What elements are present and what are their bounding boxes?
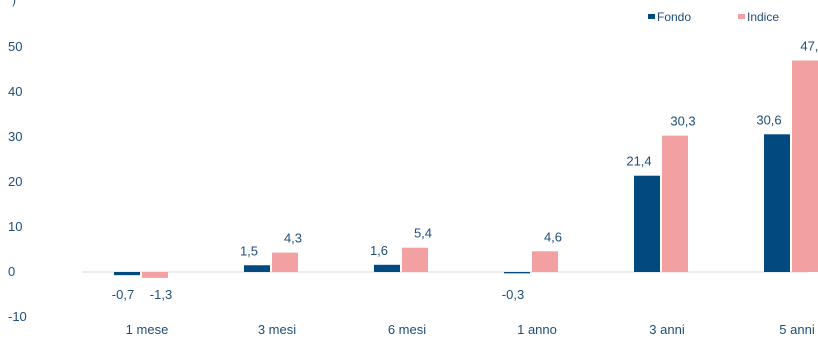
data-label-fondo: -0,3 xyxy=(502,287,524,302)
legend-label-fondo: Fondo xyxy=(657,10,691,24)
bar-fondo xyxy=(764,134,790,272)
data-label-fondo: -0,7 xyxy=(112,287,134,302)
y-tick-label: 0 xyxy=(8,264,15,279)
bar-fondo xyxy=(244,265,270,272)
bar-fondo xyxy=(374,264,400,272)
legend-swatch-indice xyxy=(738,14,745,19)
bar-fondo xyxy=(634,175,660,272)
y-tick-label: 20 xyxy=(8,174,22,189)
legend-swatch-fondo xyxy=(648,14,655,19)
x-tick-label: 6 mesi xyxy=(388,322,426,337)
y-axis: -10 0 10 20 30 40 50 xyxy=(8,39,27,324)
data-label-fondo: 30,6 xyxy=(756,112,781,127)
y-tick-label: 10 xyxy=(8,219,22,234)
y-tick-label: -10 xyxy=(8,309,27,324)
y-tick-label: 40 xyxy=(8,84,22,99)
data-label-indice: 30,3 xyxy=(670,114,695,129)
data-label-fondo: 21,4 xyxy=(626,154,651,169)
legend: Fondo Indice xyxy=(648,10,779,24)
x-tick-label: 1 mese xyxy=(126,322,169,337)
bar-indice xyxy=(662,135,688,272)
legend-label-indice: Indice xyxy=(747,10,779,24)
bar-indice xyxy=(532,251,558,272)
bar-fondo xyxy=(114,272,140,276)
x-tick-label: 3 mesi xyxy=(258,322,296,337)
x-tick-label: 1 anno xyxy=(517,322,557,337)
bar-indice xyxy=(142,272,168,278)
x-tick-label: 5 anni xyxy=(779,322,815,337)
bars xyxy=(114,60,818,278)
value-labels: -0,7 -1,3 1,5 4,3 1,6 5,4 -0,3 4,6 21,4 30,3 30,6 4… xyxy=(112,39,818,303)
bar-indice xyxy=(272,252,298,272)
data-label-indice: 47,0 xyxy=(800,39,818,54)
data-label-fondo: 1,5 xyxy=(240,243,258,258)
data-label-indice: 4,6 xyxy=(544,229,562,244)
y-tick-label: 50 xyxy=(8,39,22,54)
data-label-indice: 5,4 xyxy=(414,226,432,241)
x-tick-label: 3 anni xyxy=(649,322,685,337)
data-label-indice: -1,3 xyxy=(150,287,172,302)
header-fragment: ) xyxy=(12,0,16,7)
data-label-indice: 4,3 xyxy=(284,231,302,246)
bar-indice xyxy=(792,60,818,272)
bar-fondo xyxy=(504,272,530,274)
bar-indice xyxy=(402,247,428,272)
data-label-fondo: 1,6 xyxy=(370,243,388,258)
y-tick-label: 30 xyxy=(8,129,22,144)
x-axis: 1 mese 3 mesi 6 mesi 1 anno 3 anni 5 anni xyxy=(126,322,815,337)
